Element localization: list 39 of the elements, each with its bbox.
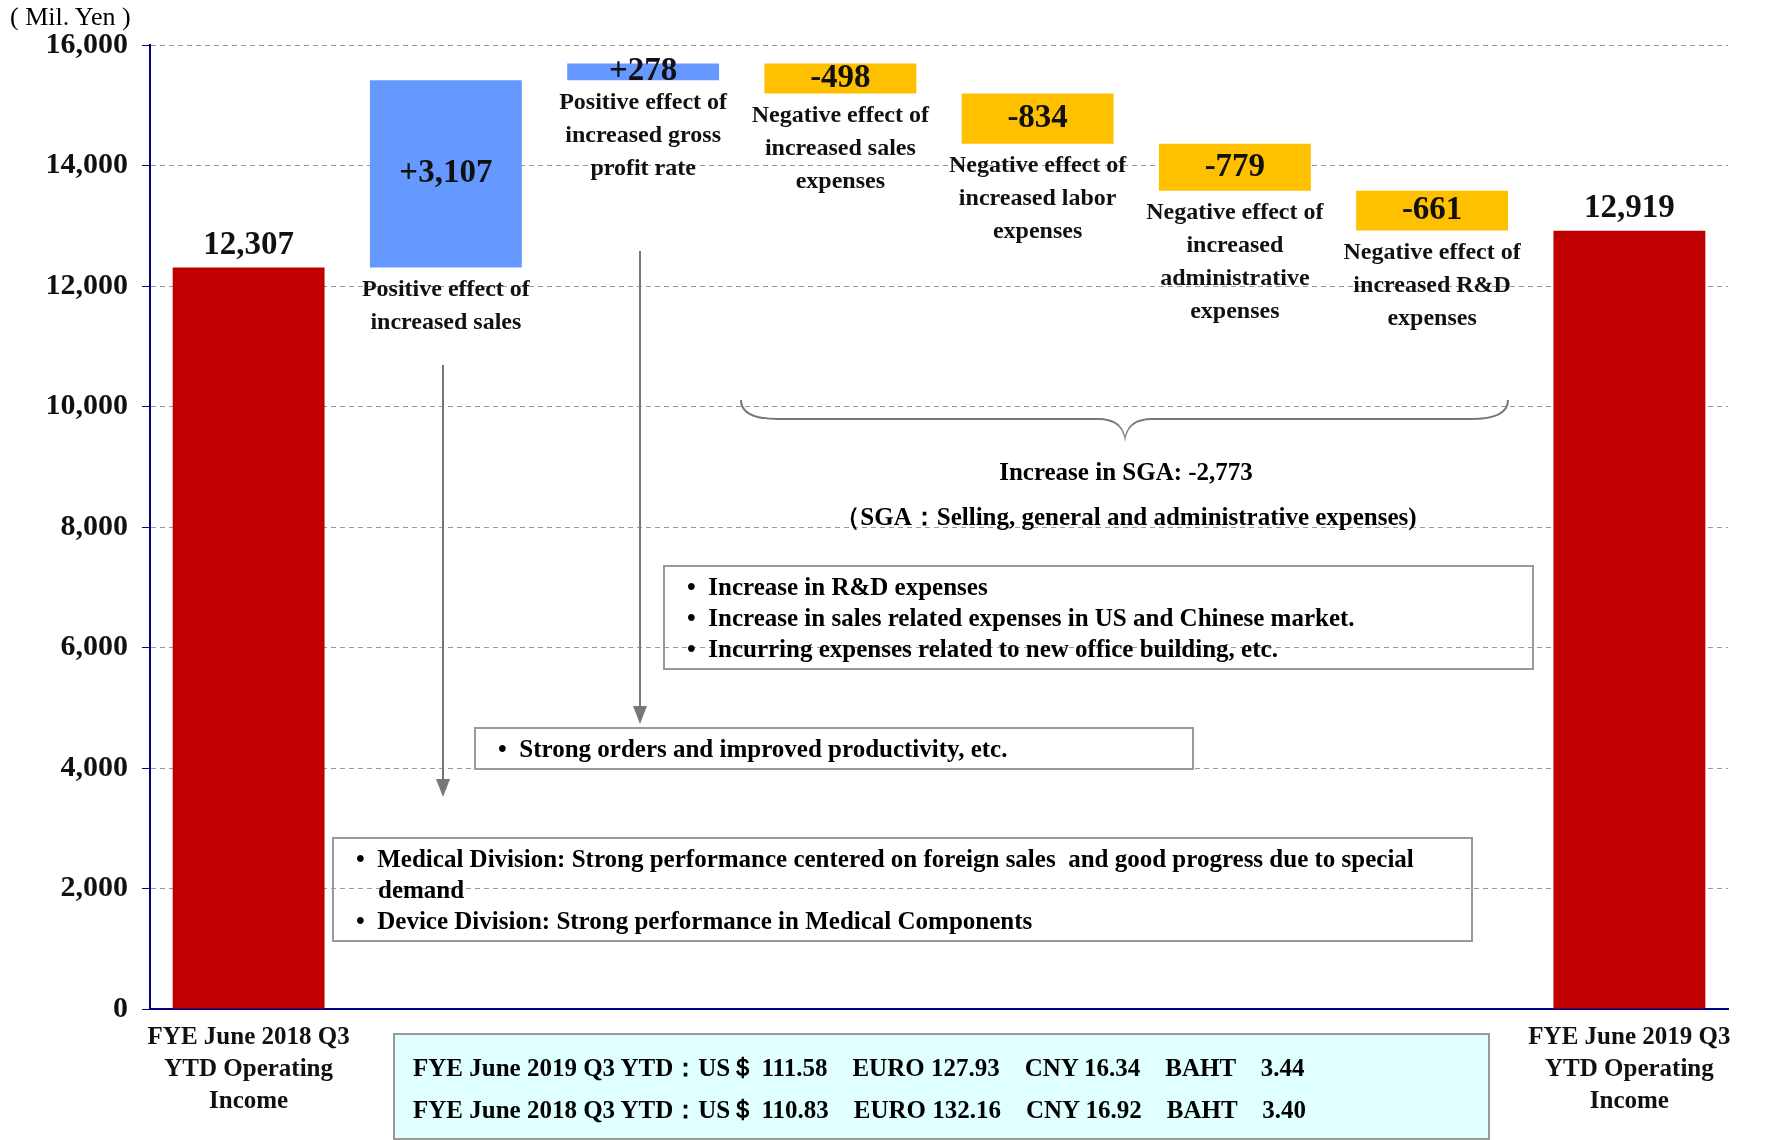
x-tick-label: Negative effect of increased R&D expenses (1343, 237, 1522, 330)
data-label: -661 (1401, 190, 1463, 227)
annotation: • Medical Division: Strong performance centered on foreign sales and good progress due to special demand (355, 844, 1415, 905)
data-label: -498 (810, 58, 871, 95)
y-tick-label: 10,000 (45, 387, 128, 421)
bar (172, 267, 325, 1009)
x-tick-label: Negative effect of increased sales expenses (751, 100, 930, 193)
annotation: （SGA：Selling, general and administrative expenses) (835, 502, 1417, 533)
x-tick-label: FYE June 2018 Q3 YTD Operating Income (147, 1021, 350, 1113)
data-label: +3,107 (399, 153, 493, 190)
y-tick-label: 4,000 (60, 748, 128, 782)
data-label: 12,919 (1584, 187, 1675, 224)
y-tick-label: 6,000 (60, 628, 128, 662)
bar (961, 93, 1114, 144)
text: FYE June 2018 Q3 YTD：US＄ 110.83 EURO 132.16 CNY 16.92 BAHT 3.40 (413, 1096, 1306, 1123)
annotation: • Strong orders and improved productivity, etc. (497, 734, 1009, 764)
y-tick-label: 12,000 (45, 266, 128, 300)
bar (1553, 230, 1706, 1009)
bar (1356, 190, 1509, 231)
x-tick-label: Negative effect of increased labor expenses (949, 151, 1128, 244)
text: FYE June 2019 Q3 YTD：US＄ 111.58 EURO 127.93 CNY 16.34 BAHT 3.44 (413, 1054, 1305, 1081)
annotation: Increase in SGA: -2,773 (999, 458, 1253, 486)
data-label: 12,307 (203, 224, 294, 261)
annotation: • Increase in R&D expenses (686, 572, 989, 602)
bar (1158, 143, 1311, 191)
x-tick-label: Positive effect of increased sales (361, 274, 531, 334)
bar (369, 80, 522, 268)
data-label: -834 (1007, 98, 1068, 135)
annotation: • Device Division: Strong performance in Medical Components (355, 906, 1034, 936)
annotation: • Increase in sales related expenses in US and Chinese market. (686, 603, 1356, 633)
y-tick-label: 8,000 (60, 507, 128, 541)
y-tick-label: 0 (113, 989, 128, 1023)
x-tick-label: Negative effect of increased administrative expenses (1146, 197, 1325, 323)
annotation: • Incurring expenses related to new office building, etc. (686, 634, 1279, 664)
data-label: -779 (1204, 146, 1266, 183)
y-tick-label: 2,000 (60, 869, 128, 903)
x-tick-label: FYE June 2019 Q3 YTD Operating Income (1528, 1021, 1731, 1113)
x-tick-label: Positive effect of increased gross profit rate (559, 87, 729, 180)
y-tick-label: 14,000 (45, 146, 128, 180)
